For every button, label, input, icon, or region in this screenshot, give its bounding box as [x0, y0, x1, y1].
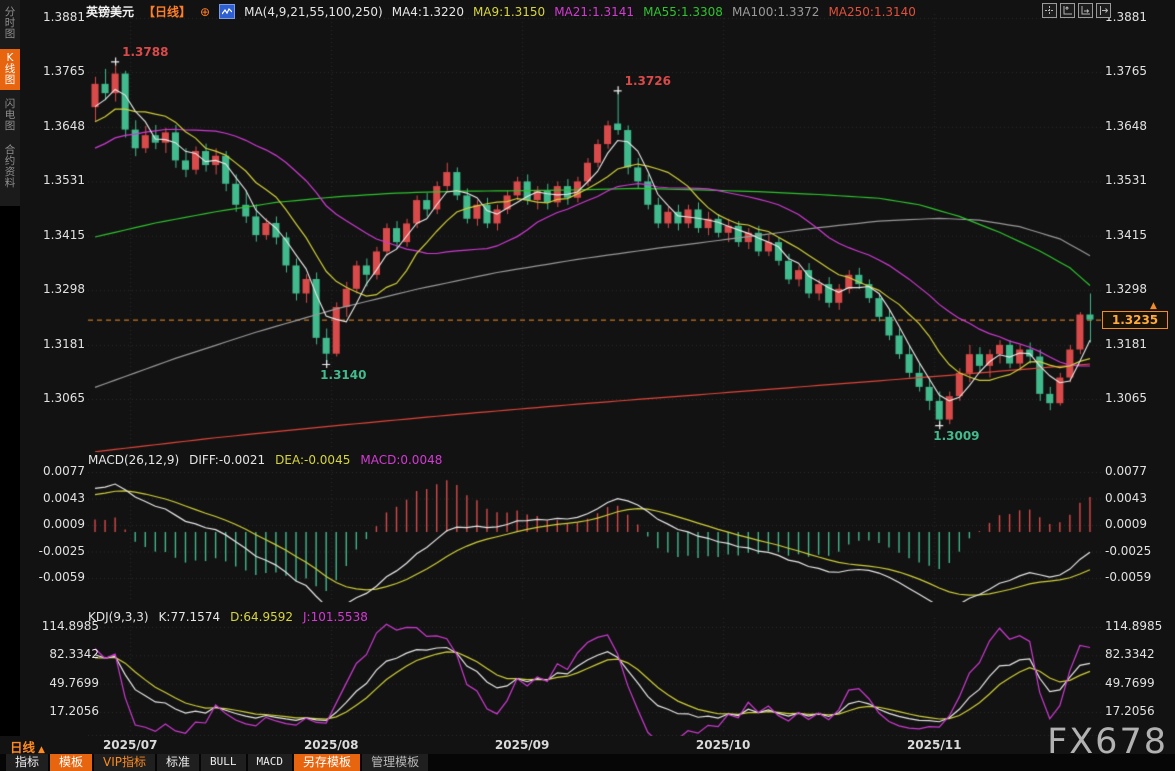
axis-label: 1.3298: [43, 282, 85, 297]
axis-label: 1.3648: [1105, 118, 1147, 133]
swing-high-label: 1.3788: [122, 45, 169, 60]
scale-y-icon[interactable]: [1060, 3, 1075, 18]
axis-label: -0.0025: [38, 543, 85, 558]
swing-low-label: 1.3140: [320, 367, 367, 382]
toolbar-tab-1[interactable]: 指标: [6, 754, 49, 771]
month-label: 2025/09: [494, 738, 550, 752]
month-label: 2025/07: [102, 738, 158, 752]
ma100-value: MA100:1.3372: [731, 4, 820, 19]
macd-title: MACD(26,12,9): [88, 453, 180, 467]
timeframe-label: 日线: [10, 740, 36, 755]
axis-label: 1.3531: [1105, 173, 1147, 188]
axis-label: 1.3765: [1105, 64, 1147, 79]
axis-label: 1.3881: [1105, 10, 1147, 24]
axis-label: 0.0043: [1105, 490, 1147, 505]
axis-label: -0.0059: [1105, 570, 1152, 584]
axis-label: 114.8985: [1105, 619, 1163, 633]
toolbar-tab-7[interactable]: 另存模板: [294, 754, 361, 771]
ma21-value: MA21:1.3141: [554, 4, 635, 19]
time-axis: 日线 ▲ 2025/07 2025/08 2025/09 2025/10 2025/11: [0, 736, 1175, 756]
toolbar-tab-4[interactable]: 标准: [157, 754, 200, 771]
toolbar-tab-2[interactable]: 模板: [50, 754, 93, 771]
line-chart-icon[interactable]: [219, 4, 236, 19]
axis-label: 0.0009: [43, 517, 85, 531]
sidebar-item-4[interactable]: 合约资料: [4, 144, 16, 189]
chart-canvas[interactable]: [0, 0, 1175, 740]
axis-label: 1.3065: [1105, 391, 1147, 405]
ma4-value: MA4:1.3220: [391, 4, 464, 19]
pan-right-icon[interactable]: [1096, 3, 1111, 18]
axis-label: 49.7699: [49, 675, 99, 690]
axis-label: 49.7699: [1105, 675, 1155, 690]
axis-label: 82.3342: [49, 647, 99, 662]
swing-low-label: 1.3009: [933, 429, 980, 444]
ma-params-label: MA(4,9,21,55,100,250): [244, 4, 383, 19]
ma55-value: MA55:1.3308: [643, 4, 723, 19]
axis-label: 1.3065: [43, 391, 85, 405]
axis-label: 1.3648: [43, 118, 85, 133]
axis-label: 82.3342: [1105, 647, 1155, 662]
kdj-title: KDJ(9,3,3): [88, 610, 149, 624]
axis-label: 114.8985: [41, 619, 99, 633]
axis-label: 17.2056: [1105, 704, 1155, 718]
kdj-d-value: D:64.9592: [230, 610, 293, 624]
current-price-tag: 1.3235: [1102, 311, 1168, 329]
price-marker-icon: ▲: [1150, 301, 1157, 311]
axis-label: 1.3531: [43, 173, 85, 188]
ma9-value: MA9:1.3150: [472, 4, 546, 19]
chart-toolbar: [1042, 3, 1111, 18]
axis-label: 1.3415: [1105, 227, 1147, 242]
axis-label: 1.3181: [43, 336, 85, 351]
swing-high-label: 1.3726: [624, 74, 671, 89]
axis-label: -0.0059: [38, 570, 85, 584]
axis-label: 0.0077: [43, 464, 85, 478]
axis-label: 1.3181: [1105, 336, 1147, 351]
add-indicator-icon[interactable]: ⊕: [200, 4, 211, 19]
symbol-title: 英镑美元: [86, 5, 135, 19]
axis-label: 0.0043: [43, 490, 85, 505]
kdj-j-value: J:101.5538: [303, 610, 368, 624]
macd-diff-value: DIFF:-0.0021: [189, 453, 266, 467]
axis-label: 0.0077: [1105, 464, 1147, 478]
axis-label: 1.3765: [43, 64, 85, 79]
axis-label: 1.3298: [1105, 282, 1147, 297]
axis-label: -0.0025: [1105, 543, 1152, 558]
chart-header: 英镑美元 【日线】 ⊕ MA(4,9,21,55,100,250) MA4:1.…: [86, 3, 916, 20]
month-label: 2025/08: [303, 738, 359, 752]
toolbar-tab-8[interactable]: 管理模板: [362, 754, 429, 771]
month-label: 2025/10: [695, 738, 751, 752]
toolbar-tab-6[interactable]: MACD: [247, 754, 293, 771]
axis-label: 1.3415: [43, 227, 85, 242]
macd-dea-value: DEA:-0.0045: [275, 453, 351, 467]
ma250-value: MA250:1.3140: [828, 4, 916, 19]
axis-label: 17.2056: [49, 704, 99, 718]
macd-bar-value: MACD:0.0048: [360, 453, 443, 467]
scale-x-icon[interactable]: [1078, 3, 1093, 18]
chevron-up-icon: ▲: [38, 745, 45, 755]
axis-label: 1.3881: [43, 10, 85, 24]
bottom-toolbar: 指标 模板 VIP指标 标准 BULL MACD 另存模板 管理模板: [0, 754, 1175, 771]
toolbar-tab-3[interactable]: VIP指标: [94, 754, 156, 771]
toolbar-tab-5[interactable]: BULL: [201, 754, 246, 771]
sidebar-item-1[interactable]: 分时图: [4, 6, 16, 40]
kdj-panel-header: KDJ(9,3,3) K:77.1574 D:64.9592 J:101.553…: [88, 610, 368, 624]
period-tag: 【日线】: [143, 5, 192, 19]
crosshair-icon[interactable]: [1042, 3, 1057, 18]
watermark: FX678: [1047, 722, 1168, 762]
kdj-k-value: K:77.1574: [158, 610, 221, 624]
axis-label: 0.0009: [1105, 517, 1147, 531]
month-label: 2025/11: [906, 738, 962, 752]
sidebar-item-3[interactable]: 闪电图: [4, 98, 16, 132]
macd-panel-header: MACD(26,12,9) DIFF:-0.0021 DEA:-0.0045 M…: [88, 453, 442, 467]
timeframe-selector[interactable]: 日线 ▲: [10, 737, 45, 756]
